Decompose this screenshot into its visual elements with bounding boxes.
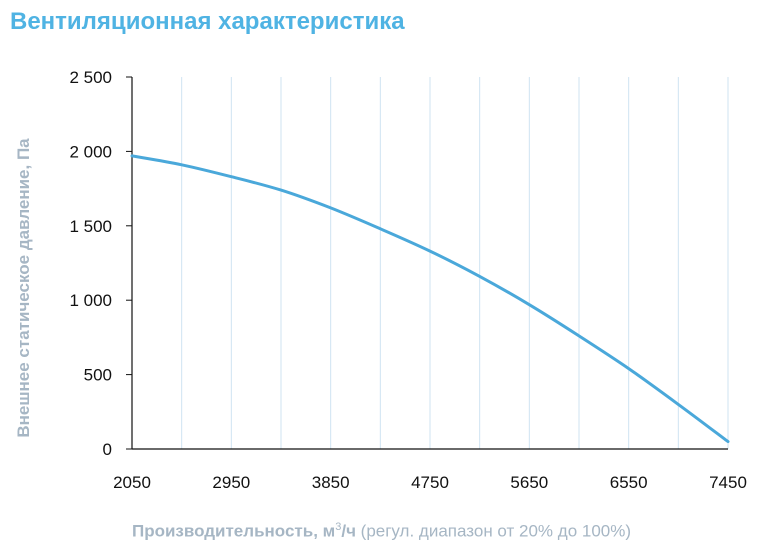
y-tick-label-4: 2 000 — [69, 142, 112, 161]
y-tick-label-0: 0 — [103, 440, 112, 459]
y-tick-label-5: 2 500 — [69, 68, 112, 87]
x-axis-label-sup: 3 — [335, 521, 342, 533]
chart-title: Вентиляционная характеристика — [10, 8, 405, 35]
y-axis-label: Внешнее статическое давление, Па — [14, 138, 33, 438]
x-axis-label-note: (регул. диапазон от 20% до 100%) — [355, 521, 632, 541]
x-tick-label-4: 5650 — [510, 473, 548, 492]
x-tick-label-2: 3850 — [312, 473, 350, 492]
x-tick-label-3: 4750 — [411, 473, 449, 492]
x-axis-label: Производительность, м3/ч (регул. диапазо… — [0, 521, 763, 542]
y-tick-label-3: 1 500 — [69, 217, 112, 236]
x-axis-label-unit-end: /ч — [341, 521, 356, 541]
series-line — [130, 154, 730, 444]
y-tick-label-1: 500 — [84, 366, 112, 385]
grid — [181, 77, 729, 449]
x-tick-label-0: 2050 — [113, 473, 151, 492]
x-axis-label-unit: , м — [313, 521, 336, 541]
x-tick-labels: 2050 2950 3850 4750 5650 6550 7450 — [113, 473, 747, 492]
y-tick-label-2: 1 000 — [69, 291, 112, 310]
axes — [126, 76, 728, 450]
x-tick-label-6: 7450 — [709, 473, 747, 492]
y-tick-labels: 0 500 1 000 1 500 2 000 2 500 — [69, 68, 112, 459]
x-tick-label-5: 6550 — [610, 473, 648, 492]
x-tick-label-1: 2950 — [212, 473, 250, 492]
x-axis-label-bold: Производительность — [131, 521, 314, 541]
series — [130, 154, 730, 444]
